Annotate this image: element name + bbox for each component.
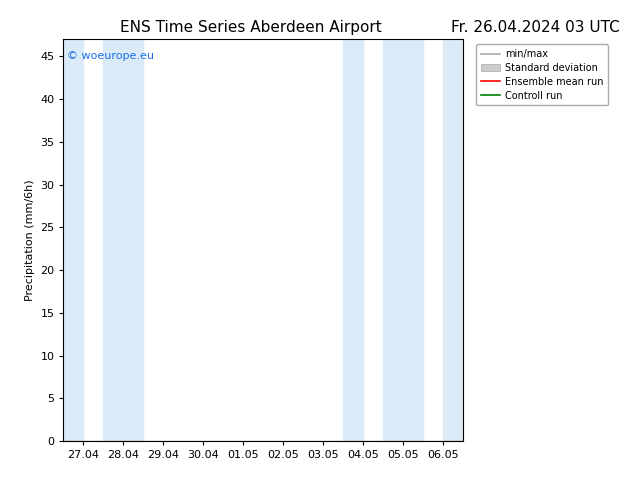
Text: ENS Time Series Aberdeen Airport: ENS Time Series Aberdeen Airport [120,20,381,35]
Bar [443,39,463,441]
Text: Fr. 26.04.2024 03 UTC: Fr. 26.04.2024 03 UTC [451,20,620,35]
Bar [63,39,84,441]
Bar [343,39,363,441]
Y-axis label: Precipitation (mm/6h): Precipitation (mm/6h) [25,179,35,301]
Legend: min/max, Standard deviation, Ensemble mean run, Controll run: min/max, Standard deviation, Ensemble me… [476,44,608,105]
Bar [103,39,143,441]
Bar [383,39,423,441]
Text: © woeurope.eu: © woeurope.eu [67,51,155,61]
